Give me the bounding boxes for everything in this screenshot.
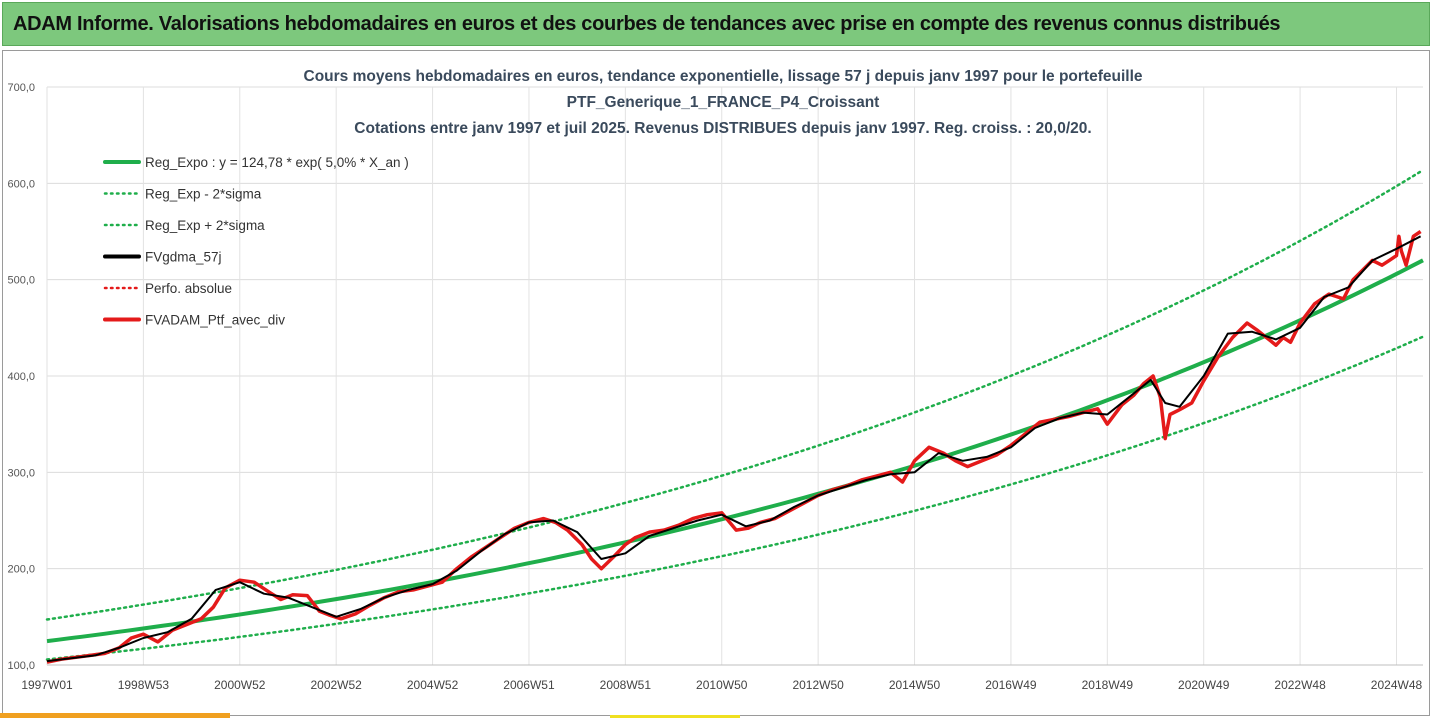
chart-title-line: Cotations entre janv 1997 et juil 2025. … xyxy=(354,120,1091,137)
page-header: ADAM Informe. Valorisations hebdomadaire… xyxy=(2,2,1430,46)
x-tick-label: 2004W52 xyxy=(407,678,459,692)
legend: Reg_Expo : y = 124,78 * exp( 5,0% * X_an… xyxy=(103,155,409,328)
grid xyxy=(46,86,1423,666)
reg-expo-line xyxy=(46,258,1424,644)
x-tick-label: 2006W51 xyxy=(503,678,555,692)
legend-label: FVgdma_57j xyxy=(145,250,222,265)
x-tick-label: 1998W53 xyxy=(118,678,170,692)
x-axis-ticks: 1997W01 1998W53 2000W52 2002W52 2004W52 2006W… xyxy=(21,678,1422,692)
chart: 100,0 200,0 300,0 400,0 500,0 600,0 700,0 1997… xyxy=(7,68,1425,692)
reg-exp-plus-2sigma-line xyxy=(45,168,1425,621)
bottom-accent-bar xyxy=(0,713,230,718)
x-tick-label: 1997W01 xyxy=(21,678,73,692)
legend-label: Reg_Exp - 2*sigma xyxy=(145,187,262,202)
y-tick-label: 100,0 xyxy=(7,660,35,672)
x-tick-label: 2016W49 xyxy=(985,678,1037,692)
fvadam-ptf-avec-div-line xyxy=(46,230,1422,664)
y-tick-label: 400,0 xyxy=(7,371,35,383)
bottom-highlight-bar xyxy=(610,715,740,718)
chart-frame: 100,0 200,0 300,0 400,0 500,0 600,0 700,0 1997… xyxy=(2,50,1430,716)
x-tick-label: 2002W52 xyxy=(310,678,362,692)
y-tick-label: 300,0 xyxy=(7,467,35,479)
chart-title: Cours moyens hebdomadaires en euros, ten… xyxy=(304,68,1143,137)
x-tick-label: 2018W49 xyxy=(1082,678,1134,692)
x-tick-label: 2022W48 xyxy=(1274,678,1326,692)
x-tick-label: 2010W50 xyxy=(696,678,748,692)
y-tick-label: 200,0 xyxy=(7,564,35,576)
chart-title-line: PTF_Generique_1_FRANCE_P4_Croissant xyxy=(567,94,880,111)
x-tick-label: 2024W48 xyxy=(1371,678,1423,692)
legend-label: Reg_Expo : y = 124,78 * exp( 5,0% * X_an… xyxy=(145,155,409,170)
reg-exp-minus-2sigma-line xyxy=(45,335,1425,661)
legend-label: Reg_Exp + 2*sigma xyxy=(145,218,265,233)
y-tick-label: 600,0 xyxy=(7,178,35,190)
chart-title-line: Cours moyens hebdomadaires en euros, ten… xyxy=(304,68,1143,85)
x-tick-label: 2020W49 xyxy=(1178,678,1230,692)
x-tick-label: 2014W50 xyxy=(889,678,941,692)
legend-label: Perfo. absolue xyxy=(145,281,232,296)
y-axis-ticks: 100,0 200,0 300,0 400,0 500,0 600,0 700,0 xyxy=(7,82,35,672)
x-tick-label: 2008W51 xyxy=(600,678,652,692)
x-tick-label: 2012W50 xyxy=(792,678,844,692)
y-tick-label: 700,0 xyxy=(7,82,35,94)
x-tick-label: 2000W52 xyxy=(214,678,266,692)
y-tick-label: 500,0 xyxy=(7,275,35,287)
legend-label: FVADAM_Ptf_avec_div xyxy=(145,313,285,328)
page-title: ADAM Informe. Valorisations hebdomadaire… xyxy=(13,13,1281,35)
series-lines xyxy=(45,168,1425,664)
fvgdma-57j-line xyxy=(46,235,1422,663)
